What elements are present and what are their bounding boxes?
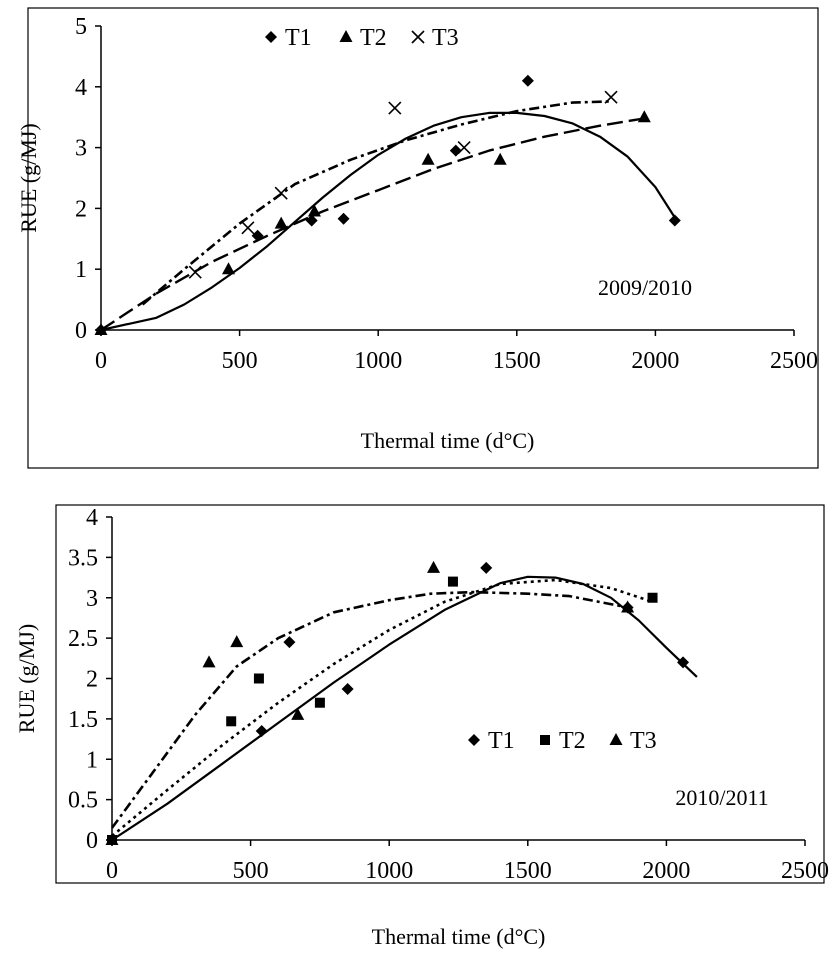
y-tick-label: 0 xyxy=(75,318,87,344)
fit-line-t2 xyxy=(100,117,645,332)
data-point-t3 xyxy=(457,141,471,155)
data-point-t1 xyxy=(251,229,264,242)
data-point-t3 xyxy=(188,265,202,279)
data-point-t2 xyxy=(647,592,658,603)
y-axis-title: RUE (g/MJ) xyxy=(16,123,41,232)
data-point-t2 xyxy=(94,323,108,335)
data-point-t1 xyxy=(480,561,493,574)
legend-label-t3: T3 xyxy=(432,25,459,51)
data-point-t3 xyxy=(241,221,255,235)
legend-marker-t3 xyxy=(609,733,623,745)
data-point-t2 xyxy=(421,152,435,165)
data-point-t1 xyxy=(341,682,354,695)
legend-marker-t2 xyxy=(540,735,550,745)
legend-marker-t3 xyxy=(411,30,425,44)
chart-frame xyxy=(27,7,819,469)
data-point-t2 xyxy=(222,262,236,275)
data-point-t1 xyxy=(677,656,690,669)
season-label: 2009/2010 xyxy=(598,275,692,300)
data-point-t1 xyxy=(668,214,681,227)
fit-line-t1 xyxy=(111,575,698,841)
data-point-t3 xyxy=(427,560,441,573)
data-point-t1 xyxy=(283,636,296,649)
x-tick-label: 1500 xyxy=(504,858,552,884)
x-tick-label: 0 xyxy=(106,858,118,884)
legend-label-t3: T3 xyxy=(630,728,657,754)
legend-label-t1: T1 xyxy=(285,25,312,51)
x-tick-label: 2500 xyxy=(781,858,829,884)
legend-label-t1: T1 xyxy=(488,728,515,754)
data-point-t2 xyxy=(314,697,325,708)
data-point-t3 xyxy=(230,635,244,648)
legend-marker-t1 xyxy=(468,734,480,746)
legend-marker-t1 xyxy=(265,31,277,43)
y-tick-label: 2 xyxy=(75,196,87,222)
data-point-t2 xyxy=(493,152,507,165)
fit-line-t3 xyxy=(110,590,628,829)
fit-line-t3 xyxy=(141,100,612,306)
data-point-t2 xyxy=(447,576,458,587)
x-tick-label: 2000 xyxy=(631,348,679,374)
data-point-t3 xyxy=(274,186,288,200)
data-point-t2 xyxy=(307,204,321,217)
x-tick-label: 1000 xyxy=(365,858,413,884)
data-point-t3 xyxy=(202,655,216,668)
y-tick-label: 0.5 xyxy=(68,788,98,814)
data-point-t1 xyxy=(337,212,350,225)
data-point-t1 xyxy=(305,214,318,227)
data-point-t3 xyxy=(291,707,305,720)
data-point-t3 xyxy=(604,90,618,104)
chart-2009-2010: 0 1 2 3 4 5 0 500 1000 1500 2000 2500 Thermal time (… xyxy=(16,7,819,469)
data-point-t1 xyxy=(521,74,534,87)
season-label: 2010/2011 xyxy=(675,785,768,810)
y-tick-label: 4 xyxy=(86,505,98,531)
y-tick-label: 2.5 xyxy=(68,626,98,652)
data-point-t2 xyxy=(637,110,651,123)
data-point-t2 xyxy=(253,673,264,684)
data-point-t2 xyxy=(274,216,288,229)
chart-frame xyxy=(55,504,825,884)
x-tick-label: 500 xyxy=(233,858,269,884)
x-tick-label: 1500 xyxy=(493,348,541,374)
x-axis-title: Thermal time (d°C) xyxy=(372,924,546,949)
chart-2010-2011: 0 0.5 1 1.5 2 2.5 3 3.5 4 0 500 1000 1500 2000 2500 The… xyxy=(14,504,829,949)
x-tick-label: 1000 xyxy=(354,348,402,374)
data-point-t1 xyxy=(255,724,268,737)
y-tick-label: 1.5 xyxy=(68,707,98,733)
x-tick-label: 2000 xyxy=(642,858,690,884)
x-tick-label: 0 xyxy=(95,348,107,374)
y-tick-label: 3 xyxy=(75,136,87,162)
legend-label-t2: T2 xyxy=(360,25,387,51)
data-point-t3 xyxy=(105,833,119,845)
legend-label-t2: T2 xyxy=(559,728,586,754)
y-tick-label: 5 xyxy=(75,14,87,40)
fit-line-t1 xyxy=(100,111,676,332)
y-tick-label: 3.5 xyxy=(68,545,98,571)
data-point-t2 xyxy=(226,716,237,727)
y-tick-label: 3 xyxy=(86,586,98,612)
y-tick-label: 2 xyxy=(86,667,98,693)
fit-line-t2 xyxy=(111,578,653,837)
y-tick-label: 4 xyxy=(75,75,87,101)
y-tick-label: 0 xyxy=(86,828,98,854)
x-tick-label: 500 xyxy=(222,348,258,374)
data-point-t3 xyxy=(388,101,402,115)
y-tick-label: 1 xyxy=(75,257,87,283)
legend-marker-t2 xyxy=(339,30,353,42)
y-axis-title: RUE (g/MJ) xyxy=(14,624,39,733)
x-tick-label: 2500 xyxy=(770,348,818,374)
y-tick-label: 1 xyxy=(86,747,98,773)
x-axis-title: Thermal time (d°C) xyxy=(361,428,535,453)
data-point-t3 xyxy=(621,600,635,613)
